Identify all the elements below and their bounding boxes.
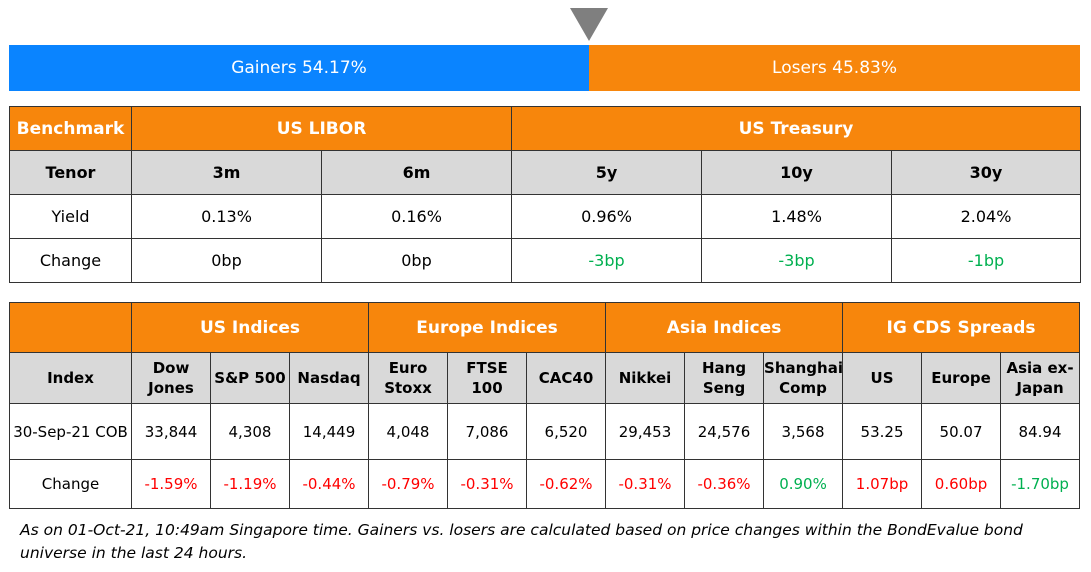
column-header: Nasdaq [288,352,370,404]
header-benchmark: Benchmark [9,106,132,151]
value-cell: 4,048 [368,403,449,460]
tenor-cell: 10y [701,150,892,195]
gainers-losers-bar: Gainers 54.17% Losers 45.83% [9,45,1080,91]
value-cell: 33,844 [131,403,211,460]
value-cell: 84.94 [1000,403,1081,460]
column-header-line: S&P 500 [214,369,286,387]
change-cell: 1.07bp [842,459,923,509]
column-header-line: Seng [702,379,746,397]
column-header-line: US [870,369,894,387]
change-cell: 0.90% [763,459,844,509]
header-us-libor: US LIBOR [131,106,512,151]
group-us-indices: US Indices [130,302,370,353]
group-blank [9,302,132,353]
column-header-line: Japan [1016,379,1064,397]
value-cell: 30-Sep-21 COB [9,403,132,460]
column-header-line: Nasdaq [297,369,361,387]
change-cell: -0.79% [368,459,449,509]
change-cell: -3bp [511,238,702,283]
value-cell: 6,520 [526,403,607,460]
split-marker-triangle-icon [570,8,608,41]
column-header-line: Jones [148,379,194,397]
yield-cell: 2.04% [891,194,1081,239]
column-header-line: Comp [779,379,827,397]
value-cell: 4,308 [210,403,290,460]
losers-segment: Losers 45.83% [589,45,1080,91]
group-ig-cds-spreads: IG CDS Spreads [842,302,1081,353]
column-header-line: Stoxx [384,379,432,397]
column-header: Euro Stoxx [368,352,449,404]
column-header: S&P 500 [210,352,290,404]
change-cell: -1.59% [131,459,211,509]
change-cell: -1.19% [210,459,290,509]
header-us-treasury: US Treasury [511,106,1081,151]
value-cell: 24,576 [684,403,765,460]
column-header: Dow Jones [131,352,211,404]
value-cell: 14,449 [288,403,370,460]
column-header-line: Shanghai [764,359,843,377]
change-cell: -1.70bp [1000,459,1081,509]
tenor-cell: 3m [131,150,322,195]
yield-cell: 1.48% [701,194,892,239]
value-cell: 7,086 [447,403,528,460]
column-header-line: Dow [152,359,190,377]
change-cell: -1bp [891,238,1081,283]
group-asia-indices: Asia Indices [605,302,844,353]
value-cell: 29,453 [605,403,686,460]
rates-table: Benchmark US LIBOR US Treasury Tenor 3m 6m… [9,106,1081,283]
column-header: Europe [921,352,1002,404]
change-cell: -3bp [701,238,892,283]
yield-cell: 0.13% [131,194,322,239]
tenor-cell: 30y [891,150,1081,195]
value-cell: 50.07 [921,403,1002,460]
column-header-line: CAC40 [538,369,594,387]
footnote: As on 01-Oct-21, 10:49am Singapore time.… [20,521,1023,562]
change-cell: -0.44% [288,459,370,509]
column-header: FTSE 100 [447,352,528,404]
change-cell: -0.62% [526,459,607,509]
column-header: Nikkei [605,352,686,404]
tenor-cell: 6m [321,150,512,195]
column-header: Asia ex- Japan [1000,352,1081,404]
tenor-cell: Tenor [9,150,132,195]
column-header-line: Asia ex- [1006,359,1074,377]
column-header-line: Hang [701,359,747,377]
tenor-cell: 5y [511,150,702,195]
column-header-line: Nikkei [618,369,672,387]
group-europe-indices: Europe Indices [368,302,607,353]
yield-cell: 0.16% [321,194,512,239]
gainers-segment: Gainers 54.17% [9,45,589,91]
value-cell: 53.25 [842,403,923,460]
column-header-line: FTSE 100 [466,359,508,397]
yield-cell: 0.96% [511,194,702,239]
change-cell: Change [9,238,132,283]
change-cell: 0bp [131,238,322,283]
column-header: Hang Seng [684,352,765,404]
yield-cell: Yield [9,194,132,239]
change-cell: -0.31% [447,459,528,509]
value-cell: 3,568 [763,403,844,460]
column-header: CAC40 [526,352,607,404]
column-header: US [842,352,923,404]
change-cell: -0.36% [684,459,765,509]
indices-table: US Indices Europe Indices Asia Indices I… [9,302,1081,509]
column-header-line: Euro [388,359,428,377]
change-cell: -0.31% [605,459,686,509]
column-header-line: Europe [931,369,991,387]
change-cell: Change [9,459,132,509]
change-cell: 0.60bp [921,459,1002,509]
column-header: Shanghai Comp [763,352,844,404]
change-cell: 0bp [321,238,512,283]
column-header: Index [9,352,132,404]
column-header-line: Index [47,369,94,387]
